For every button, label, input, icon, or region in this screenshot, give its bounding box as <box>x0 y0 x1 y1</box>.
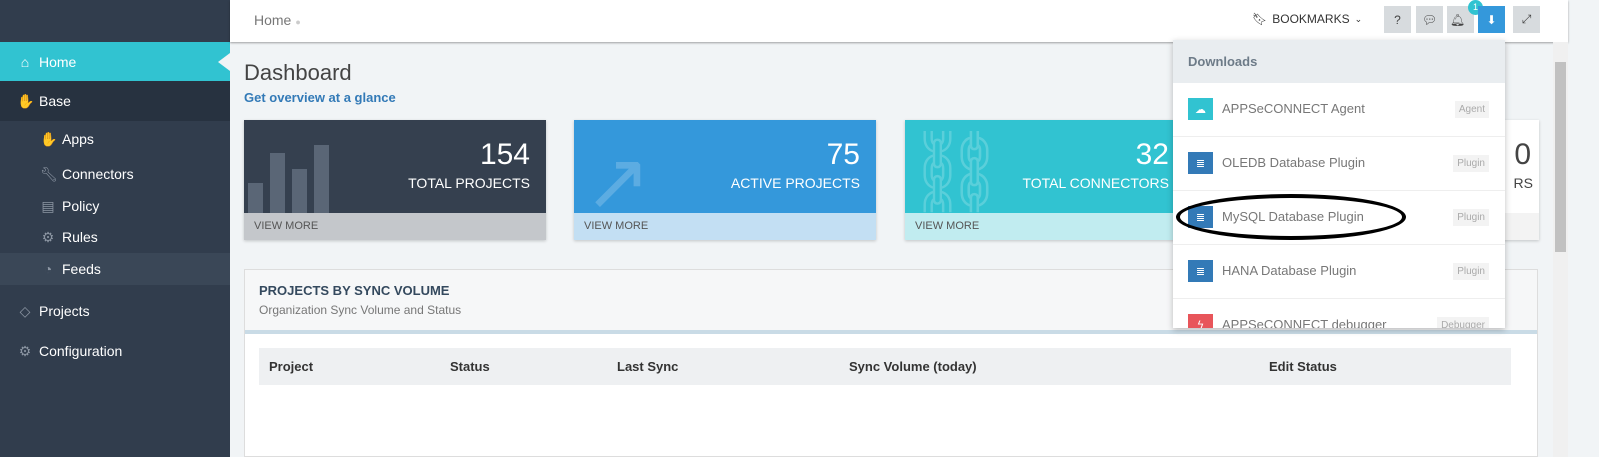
sidebar-item-label: Apps <box>62 131 94 147</box>
breadcrumb-home[interactable]: Home <box>254 12 292 28</box>
download-icon: ⬇ <box>1486 12 1497 27</box>
stat-label: ACTIVE PROJECTS <box>730 175 860 191</box>
stat-label: TOTAL PROJECTS <box>408 175 530 191</box>
annotation-ellipse <box>1176 194 1406 240</box>
trend-up-icon: ↗ <box>584 137 652 226</box>
sidebar-item-apps[interactable]: ✋ Apps <box>0 123 230 155</box>
page-subtitle: Get overview at a glance <box>244 90 396 105</box>
gear-icon: ⚙ <box>18 342 32 359</box>
column-edit-status[interactable]: Edit Status <box>1269 359 1337 374</box>
download-item-oledb[interactable]: ≣ OLEDB Database Plugin Plugin <box>1173 137 1505 191</box>
sidebar-item-label: Projects <box>39 303 90 319</box>
scrollbar[interactable] <box>1553 42 1568 457</box>
question-icon: ? <box>1394 12 1401 27</box>
view-more-link[interactable]: VIEW MORE <box>574 213 876 240</box>
table-header: Project Status Last Sync Sync Volume (to… <box>259 348 1511 385</box>
column-status[interactable]: Status <box>450 359 490 374</box>
database-icon: ≣ <box>1188 260 1213 282</box>
sidebar-item-label: Policy <box>62 198 100 214</box>
column-sync-volume[interactable]: Sync Volume (today) <box>849 359 977 374</box>
chat-icon: 💬︎ <box>1421 12 1438 27</box>
page-title: Dashboard <box>244 60 352 85</box>
scrollbar-thumb[interactable] <box>1555 62 1566 252</box>
wrench-icon: 🔧︎ <box>40 165 58 182</box>
sidebar-item-feeds[interactable]: ◔ Feeds <box>0 253 230 285</box>
sidebar-item-policy[interactable]: ▤ Policy <box>0 190 230 222</box>
gear-icon: ⚙ <box>41 228 55 245</box>
sidebar-item-label: Home <box>39 54 77 70</box>
breadcrumb[interactable]: Home ● <box>254 12 301 28</box>
download-item-debugger[interactable]: ϟ APPSeCONNECT debugger Debugger <box>1173 299 1505 328</box>
breadcrumb-separator: ● <box>295 17 301 27</box>
chain-icon: ⛓ <box>905 127 1007 216</box>
book-icon: ▤ <box>41 197 55 214</box>
sidebar-item-label: Base <box>39 93 71 109</box>
sidebar-item-connectors[interactable]: 🔧︎ Connectors <box>0 158 230 190</box>
download-item-agent[interactable]: ☁ APPSeCONNECT Agent Agent <box>1173 83 1505 137</box>
bookmark-icon: 🔖︎ <box>1252 12 1268 26</box>
stat-label: RS <box>1513 175 1533 191</box>
stat-value: 154 <box>479 138 530 171</box>
hand-icon: ✋ <box>40 130 58 147</box>
download-item-hana[interactable]: ≣ HANA Database Plugin Plugin <box>1173 245 1505 299</box>
dropdown-title: Downloads <box>1173 40 1505 83</box>
sidebar: ⌂ Home ✋ Base ✋ Apps 🔧︎ Connectors ▤ Policy ⚙… <box>0 0 230 457</box>
view-more-link[interactable]: VIEW MORE <box>905 213 1207 240</box>
sidebar-item-label: Connectors <box>62 166 134 182</box>
sidebar-item-label: Configuration <box>39 343 123 359</box>
notifications-button[interactable]: 🔔︎ 1 <box>1447 0 1483 33</box>
tag-icon: ◇ <box>19 302 31 319</box>
chevron-down-icon: ⌄ <box>1354 13 1363 24</box>
sidebar-item-label: Rules <box>62 229 98 245</box>
sidebar-item-home[interactable]: ⌂ Home <box>0 42 230 82</box>
chat-button[interactable]: 💬︎ <box>1416 6 1443 33</box>
column-last-sync[interactable]: Last Sync <box>617 359 679 374</box>
cloud-download-icon: ☁ <box>1188 98 1213 120</box>
sidebar-item-configuration[interactable]: ⚙ Configuration <box>0 331 230 371</box>
item-name: APPSeCONNECT Agent <box>1222 101 1365 116</box>
bookmarks-label: BOOKMARKS <box>1272 12 1350 26</box>
chart-bars-icon <box>314 145 329 213</box>
item-tag: Debugger <box>1437 317 1489 328</box>
rss-icon: ◔ <box>43 261 53 277</box>
stat-label: TOTAL CONNECTORS <box>1022 175 1169 191</box>
sidebar-item-rules[interactable]: ⚙ Rules <box>0 221 230 253</box>
item-tag: Plugin <box>1453 263 1489 280</box>
active-indicator <box>218 53 230 71</box>
downloads-dropdown: Downloads ☁ APPSeCONNECT Agent Agent ≣ OLED… <box>1173 40 1505 328</box>
stat-value: 32 <box>1135 138 1169 171</box>
stat-value: 0 <box>1514 138 1531 171</box>
stat-card-total-projects: 154 TOTAL PROJECTS VIEW MORE <box>244 120 546 240</box>
chart-bars-icon <box>270 153 285 213</box>
item-name: HANA Database Plugin <box>1222 263 1357 278</box>
column-project[interactable]: Project <box>269 359 314 374</box>
stat-value: 75 <box>826 138 860 171</box>
stat-card-total-connectors: ⛓ 32 TOTAL CONNECTORS VIEW MORE <box>905 120 1207 240</box>
item-tag: Plugin <box>1453 209 1489 226</box>
sidebar-item-base[interactable]: ✋ Base <box>0 81 230 121</box>
item-tag: Agent <box>1454 101 1489 118</box>
database-icon: ≣ <box>1188 152 1213 174</box>
sidebar-item-label: Feeds <box>62 261 101 277</box>
header: Home ● 🔖︎ BOOKMARKS ⌄ ? 💬︎ 🔔︎ 1 ⬇ ⤢ <box>230 0 1568 42</box>
hand-icon: ✋ <box>17 92 35 109</box>
item-name: OLEDB Database Plugin <box>1222 155 1366 170</box>
stat-card-active-projects: ↗ 75 ACTIVE PROJECTS VIEW MORE <box>574 120 876 240</box>
expand-icon: ⤢ <box>1521 12 1532 26</box>
chart-bars-icon <box>248 183 263 213</box>
panel-title: PROJECTS BY SYNC VOLUME <box>259 283 450 298</box>
item-tag: Plugin <box>1453 155 1489 172</box>
item-name: APPSeCONNECT debugger <box>1222 317 1387 328</box>
chart-bars-icon <box>292 169 307 213</box>
fullscreen-button[interactable]: ⤢ <box>1513 6 1540 33</box>
view-more-link[interactable]: VIEW MORE <box>244 213 546 240</box>
home-icon: ⌂ <box>20 54 30 70</box>
sidebar-item-projects[interactable]: ◇ Projects <box>0 291 230 331</box>
bell-icon: 🔔︎ <box>1449 12 1466 27</box>
bookmarks-dropdown[interactable]: 🔖︎ BOOKMARKS ⌄ <box>1252 12 1362 26</box>
help-button[interactable]: ? <box>1384 6 1411 33</box>
bolt-icon: ϟ <box>1188 314 1213 328</box>
downloads-button[interactable]: ⬇ <box>1478 6 1505 33</box>
panel-subtitle: Organization Sync Volume and Status <box>259 303 462 317</box>
